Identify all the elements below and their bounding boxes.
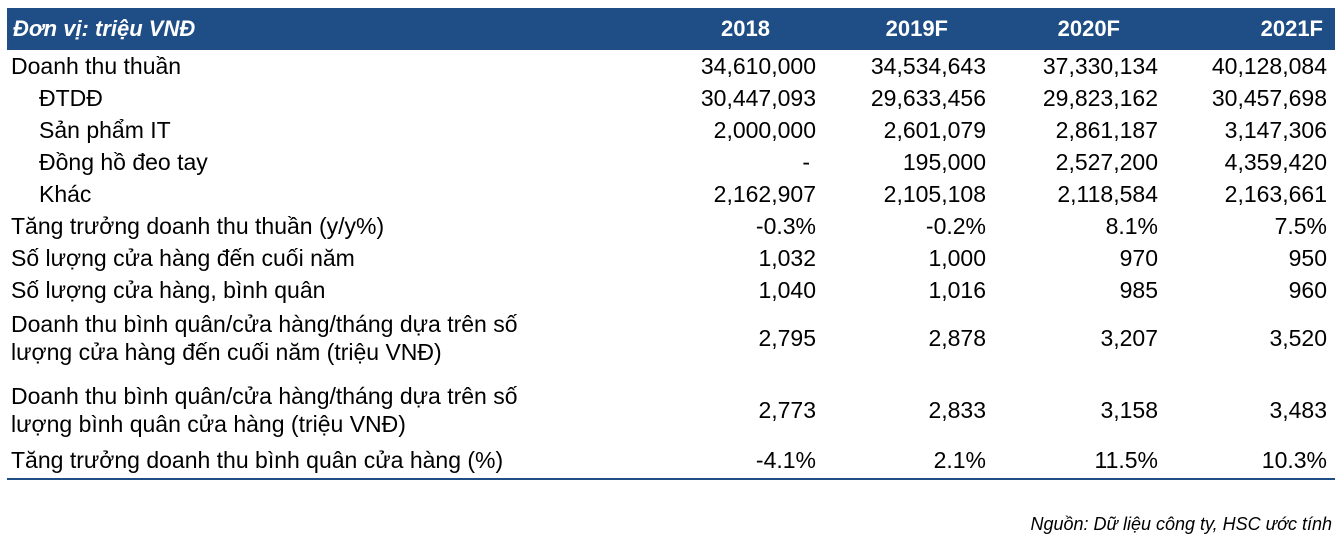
unit-header: Đơn vị: triệu VNĐ [7, 8, 647, 50]
row-label: Doanh thu bình quân/cửa hàng/tháng dựa t… [7, 306, 647, 370]
table-bottom-rule [7, 478, 1335, 480]
cell-value: 37,330,134 [1042, 53, 1158, 79]
row-label: Doanh thu bình quân/cửa hàng/tháng dựa t… [7, 370, 647, 442]
cell-value: 985 [1119, 277, 1158, 303]
cell-value: 1,000 [928, 245, 986, 271]
cell-value: 2,601,079 [883, 117, 986, 143]
row-label: ĐTDĐ [39, 85, 103, 111]
cell-value: 8.1% [1105, 213, 1158, 239]
cell-value: 3,147,306 [1224, 117, 1327, 143]
cell-value: 3,207 [1100, 325, 1158, 351]
row-avg-revenue-year-end-stores: Doanh thu bình quân/cửa hàng/tháng dựa t… [7, 306, 1335, 370]
row-label: Tăng trưởng doanh thu bình quân cửa hàng… [11, 447, 504, 473]
cell-value: 960 [1288, 277, 1327, 303]
cell-value: 3,158 [1100, 397, 1158, 423]
row-it-products: Sản phẩm IT 2,000,000 2,601,079 2,861,18… [7, 114, 1335, 146]
cell-value: 1,040 [758, 277, 816, 303]
financial-table-container: Đơn vị: triệu VNĐ 2018 2019F 2020F 2021F… [7, 8, 1335, 480]
cell-value: 2,527,200 [1055, 149, 1158, 175]
cell-value: 30,447,093 [700, 85, 816, 111]
row-label-line1: Doanh thu bình quân/cửa hàng/tháng dựa t… [11, 383, 518, 409]
row-store-count-average: Số lượng cửa hàng, bình quân 1,040 1,016… [7, 274, 1335, 306]
cell-value: 29,823,162 [1042, 85, 1158, 111]
cell-value: 10.3% [1261, 447, 1327, 473]
cell-value: 1,016 [928, 277, 986, 303]
cell-value: 1,032 [758, 245, 816, 271]
cell-value: -0.2% [925, 213, 986, 239]
row-label: Số lượng cửa hàng đến cuối năm [11, 245, 355, 271]
cell-value: 3,483 [1269, 397, 1327, 423]
cell-value: 2,118,584 [1057, 181, 1158, 207]
year-header-2018: 2018 [647, 8, 824, 50]
cell-value: 34,534,643 [870, 53, 986, 79]
cell-value: 970 [1119, 245, 1158, 271]
cell-value: 950 [1288, 245, 1327, 271]
row-label: Số lượng cửa hàng, bình quân [11, 277, 326, 303]
source-note: Nguồn: Dữ liệu công ty, HSC ước tính [1030, 514, 1333, 534]
year-header-2019f: 2019F [824, 8, 994, 50]
cell-value: 2,162,907 [713, 181, 816, 207]
cell-value: 4,359,420 [1224, 149, 1327, 175]
row-avg-revenue-average-stores: Doanh thu bình quân/cửa hàng/tháng dựa t… [7, 370, 1335, 442]
cell-value: 34,610,000 [700, 53, 816, 79]
row-net-revenue: Doanh thu thuần 34,610,000 34,534,643 37… [7, 50, 1335, 82]
cell-value: 2,773 [758, 397, 816, 423]
cell-value: 30,457,698 [1211, 85, 1327, 111]
cell-value: -4.1% [755, 447, 816, 473]
table-header-row: Đơn vị: triệu VNĐ 2018 2019F 2020F 2021F [7, 8, 1335, 50]
row-label: Doanh thu thuần [11, 53, 182, 79]
cell-value: 11.5% [1094, 447, 1158, 473]
row-watches: Đồng hồ đeo tay - 195,000 2,527,200 4,35… [7, 146, 1335, 178]
cell-value: 2,861,187 [1055, 117, 1158, 143]
row-label: Sản phẩm IT [39, 117, 171, 143]
row-revenue-growth: Tăng trưởng doanh thu thuần (y/y%) -0.3%… [7, 210, 1335, 242]
cell-value: 2.1% [933, 447, 986, 473]
cell-value: 195,000 [902, 149, 986, 175]
cell-value: 3,520 [1269, 325, 1327, 351]
row-label-line2: lượng bình quân cửa hàng (triệu VNĐ) [11, 411, 406, 437]
cell-value: 2,795 [758, 325, 816, 351]
row-label-line2: lượng cửa hàng đến cuối năm (triệu VNĐ) [11, 339, 442, 365]
revenue-forecast-table: Đơn vị: triệu VNĐ 2018 2019F 2020F 2021F… [7, 8, 1335, 478]
cell-value: 7.5% [1274, 213, 1327, 239]
row-store-count-year-end: Số lượng cửa hàng đến cuối năm 1,032 1,0… [7, 242, 1335, 274]
row-label: Đồng hồ đeo tay [39, 149, 208, 175]
row-label-line1: Doanh thu bình quân/cửa hàng/tháng dựa t… [11, 311, 518, 337]
cell-value: 2,000,000 [713, 117, 816, 143]
row-label: Khác [39, 181, 92, 207]
row-other: Khác 2,162,907 2,105,108 2,118,584 2,163… [7, 178, 1335, 210]
year-header-2021f: 2021F [1166, 8, 1335, 50]
row-mobile-phones: ĐTDĐ 30,447,093 29,633,456 29,823,162 30… [7, 82, 1335, 114]
cell-value: 2,163,661 [1224, 181, 1327, 207]
cell-value: 2,105,108 [883, 181, 986, 207]
row-avg-store-revenue-growth: Tăng trưởng doanh thu bình quân cửa hàng… [7, 442, 1335, 478]
cell-value: 29,633,456 [870, 85, 986, 111]
year-header-2020f: 2020F [994, 8, 1166, 50]
cell-value: 2,833 [928, 397, 986, 423]
cell-value: - [802, 149, 810, 175]
cell-value: 2,878 [928, 325, 986, 351]
cell-value: 40,128,084 [1211, 53, 1327, 79]
row-label: Tăng trưởng doanh thu thuần (y/y%) [11, 213, 385, 239]
cell-value: -0.3% [755, 213, 816, 239]
